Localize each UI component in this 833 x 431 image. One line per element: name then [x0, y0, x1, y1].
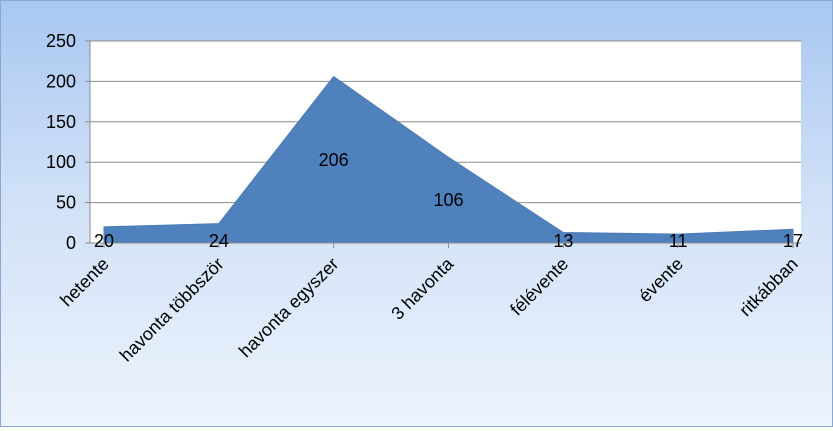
data-label: 17 [783, 231, 803, 251]
data-label: 206 [319, 150, 349, 170]
y-tick-label: 100 [46, 152, 76, 172]
data-labels: 20 24 206 106 13 11 17 [94, 150, 803, 251]
y-tick-label: 200 [46, 71, 76, 91]
x-tick-label: évente [635, 254, 687, 306]
y-tick-label: 50 [56, 193, 76, 213]
x-tick-label: 3 havonta [387, 253, 458, 324]
x-tick-label: félévente [506, 254, 572, 320]
x-tick-label: ritkábban [735, 254, 802, 321]
x-tick-label: hetente [56, 254, 113, 311]
data-label: 11 [669, 231, 688, 251]
data-label: 13 [553, 231, 573, 251]
area-series [103, 75, 794, 244]
y-tick-label: 0 [66, 233, 76, 253]
data-label: 106 [433, 190, 463, 210]
y-axis-tick-labels: 0 50 100 150 200 250 [46, 31, 76, 253]
x-tick-label: havonta egyszer [235, 254, 343, 362]
y-tick-label: 250 [46, 31, 76, 51]
data-label: 24 [209, 231, 229, 251]
axes [89, 41, 801, 248]
x-axis-tick-labels: hetente havonta többször havonta egyszer 3 … [56, 253, 802, 365]
x-tick-label: havonta többször [116, 254, 228, 366]
y-tick-label: 150 [46, 112, 76, 132]
data-label: 20 [94, 231, 114, 251]
data-series [103, 75, 794, 244]
